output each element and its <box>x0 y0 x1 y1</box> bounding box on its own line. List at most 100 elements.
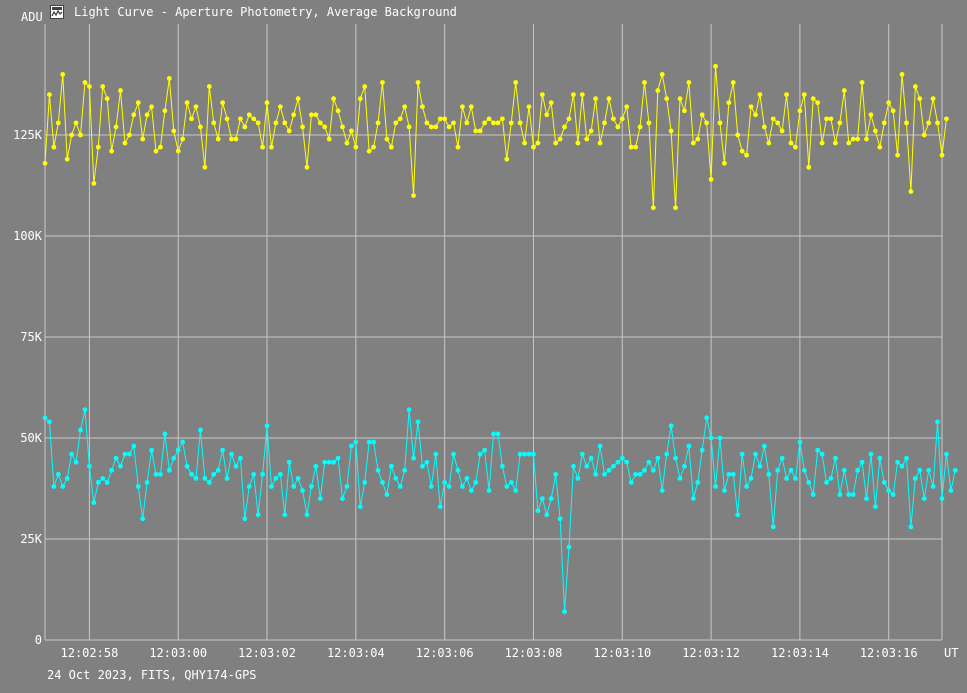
data-point <box>748 104 754 110</box>
data-point <box>415 419 421 425</box>
data-point <box>553 471 559 477</box>
data-point <box>904 455 909 461</box>
data-point <box>344 140 350 146</box>
data-point <box>87 463 92 469</box>
data-point <box>841 88 847 93</box>
data-point <box>539 496 545 501</box>
data-point <box>304 164 310 170</box>
data-point <box>264 100 270 106</box>
data-point <box>499 116 505 122</box>
data-point <box>455 144 461 150</box>
data-point <box>175 447 181 453</box>
data-point <box>51 144 57 150</box>
data-point <box>87 84 92 89</box>
data-point <box>526 451 532 457</box>
data-point <box>633 471 638 477</box>
data-point <box>277 471 283 477</box>
light-curve-app-icon[interactable] <box>50 5 64 19</box>
data-point <box>904 120 909 126</box>
data-point <box>171 455 177 461</box>
data-point <box>122 140 128 146</box>
data-point <box>531 451 536 457</box>
data-point <box>158 144 163 150</box>
data-point <box>260 471 265 477</box>
data-point <box>939 152 945 158</box>
data-point <box>881 480 887 485</box>
y-axis-label: ADU <box>21 10 43 24</box>
data-point <box>610 463 616 469</box>
x-tick-label: 12:03:02 <box>238 646 296 660</box>
data-point <box>109 467 115 473</box>
data-point <box>184 100 190 106</box>
data-point <box>668 128 674 134</box>
y-tick-label: 125K <box>13 128 43 142</box>
data-point <box>242 516 248 522</box>
data-point <box>517 120 523 126</box>
data-point <box>593 96 599 102</box>
data-point <box>91 500 97 506</box>
data-point <box>895 152 900 158</box>
data-point <box>704 120 710 126</box>
data-point <box>158 471 163 477</box>
data-point <box>202 164 208 170</box>
x-tick-label: 12:03:16 <box>860 646 918 660</box>
data-point <box>473 480 479 485</box>
data-point <box>615 124 621 130</box>
data-point <box>571 92 576 97</box>
data-point <box>397 116 403 122</box>
data-point <box>588 128 594 134</box>
data-point <box>428 484 434 489</box>
data-point <box>402 467 408 473</box>
data-point <box>686 443 692 449</box>
data-point <box>384 136 390 142</box>
data-point <box>162 431 168 437</box>
data-point <box>286 128 292 134</box>
data-point <box>828 476 834 481</box>
data-point <box>761 443 767 449</box>
data-point <box>229 136 234 142</box>
data-point <box>504 156 510 162</box>
data-point <box>340 124 345 130</box>
data-point <box>646 120 652 126</box>
data-point <box>100 476 106 481</box>
data-point <box>335 455 341 461</box>
data-point <box>686 80 692 85</box>
data-point <box>744 152 750 158</box>
data-point <box>624 459 630 465</box>
data-point <box>566 116 572 122</box>
data-point <box>571 463 576 469</box>
data-point <box>642 80 647 85</box>
data-point <box>468 104 474 110</box>
data-point <box>730 80 736 85</box>
data-point <box>566 544 572 550</box>
data-point <box>895 459 900 465</box>
data-point <box>126 132 132 138</box>
data-point <box>850 136 856 142</box>
data-point <box>659 488 665 493</box>
data-point <box>153 148 159 154</box>
x-tick-label: 12:03:12 <box>682 646 740 660</box>
data-point <box>722 488 727 493</box>
data-point <box>237 116 243 122</box>
data-point <box>628 480 634 485</box>
data-point <box>340 496 345 501</box>
data-point <box>442 116 448 122</box>
data-point <box>784 476 789 481</box>
data-point <box>713 484 718 489</box>
data-point <box>73 120 79 126</box>
data-point <box>899 463 905 469</box>
data-point <box>908 524 914 530</box>
x-tick-label: 12:03:08 <box>505 646 563 660</box>
data-point <box>411 193 416 199</box>
data-point <box>295 96 301 102</box>
data-point <box>926 120 932 126</box>
data-point <box>269 484 274 489</box>
data-point <box>460 484 465 489</box>
data-point <box>508 120 514 126</box>
data-point <box>175 148 181 154</box>
data-point <box>55 471 61 477</box>
data-point <box>131 443 137 449</box>
data-point <box>837 120 843 126</box>
data-point <box>451 120 456 126</box>
data-point <box>539 92 545 97</box>
